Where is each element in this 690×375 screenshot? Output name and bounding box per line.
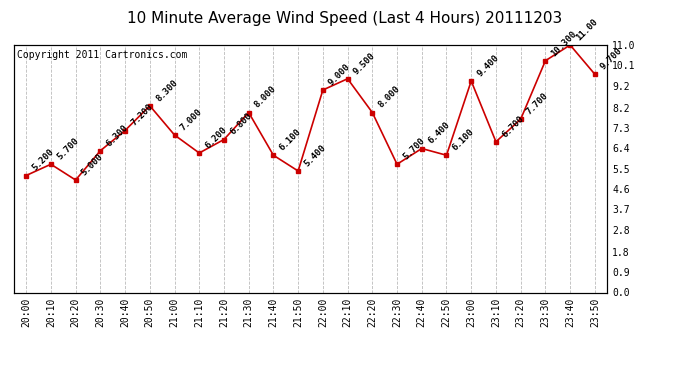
Text: 6.800: 6.800 (228, 111, 253, 137)
Text: 8.000: 8.000 (253, 84, 278, 110)
Text: 8.300: 8.300 (154, 78, 179, 103)
Text: 5.700: 5.700 (55, 136, 81, 162)
Text: 7.200: 7.200 (129, 102, 155, 128)
Text: 10 Minute Average Wind Speed (Last 4 Hours) 20111203: 10 Minute Average Wind Speed (Last 4 Hou… (128, 11, 562, 26)
Text: 6.200: 6.200 (204, 125, 229, 150)
Text: 6.100: 6.100 (277, 127, 303, 153)
Text: 6.700: 6.700 (500, 114, 526, 139)
Text: 5.400: 5.400 (302, 143, 328, 168)
Text: 10.300: 10.300 (549, 29, 579, 58)
Text: 9.400: 9.400 (475, 53, 501, 78)
Text: 6.300: 6.300 (104, 123, 130, 148)
Text: 11.00: 11.00 (574, 17, 600, 42)
Text: 7.700: 7.700 (525, 91, 550, 117)
Text: Copyright 2011 Cartronics.com: Copyright 2011 Cartronics.com (17, 50, 187, 60)
Text: 9.500: 9.500 (352, 51, 377, 76)
Text: 7.000: 7.000 (179, 107, 204, 132)
Text: 5.700: 5.700 (401, 136, 426, 162)
Text: 5.200: 5.200 (30, 147, 56, 173)
Text: 9.000: 9.000 (327, 62, 353, 87)
Text: 8.000: 8.000 (377, 84, 402, 110)
Text: 9.700: 9.700 (599, 46, 624, 72)
Text: 6.400: 6.400 (426, 120, 451, 146)
Text: 6.100: 6.100 (451, 127, 476, 153)
Text: 5.000: 5.000 (80, 152, 105, 177)
